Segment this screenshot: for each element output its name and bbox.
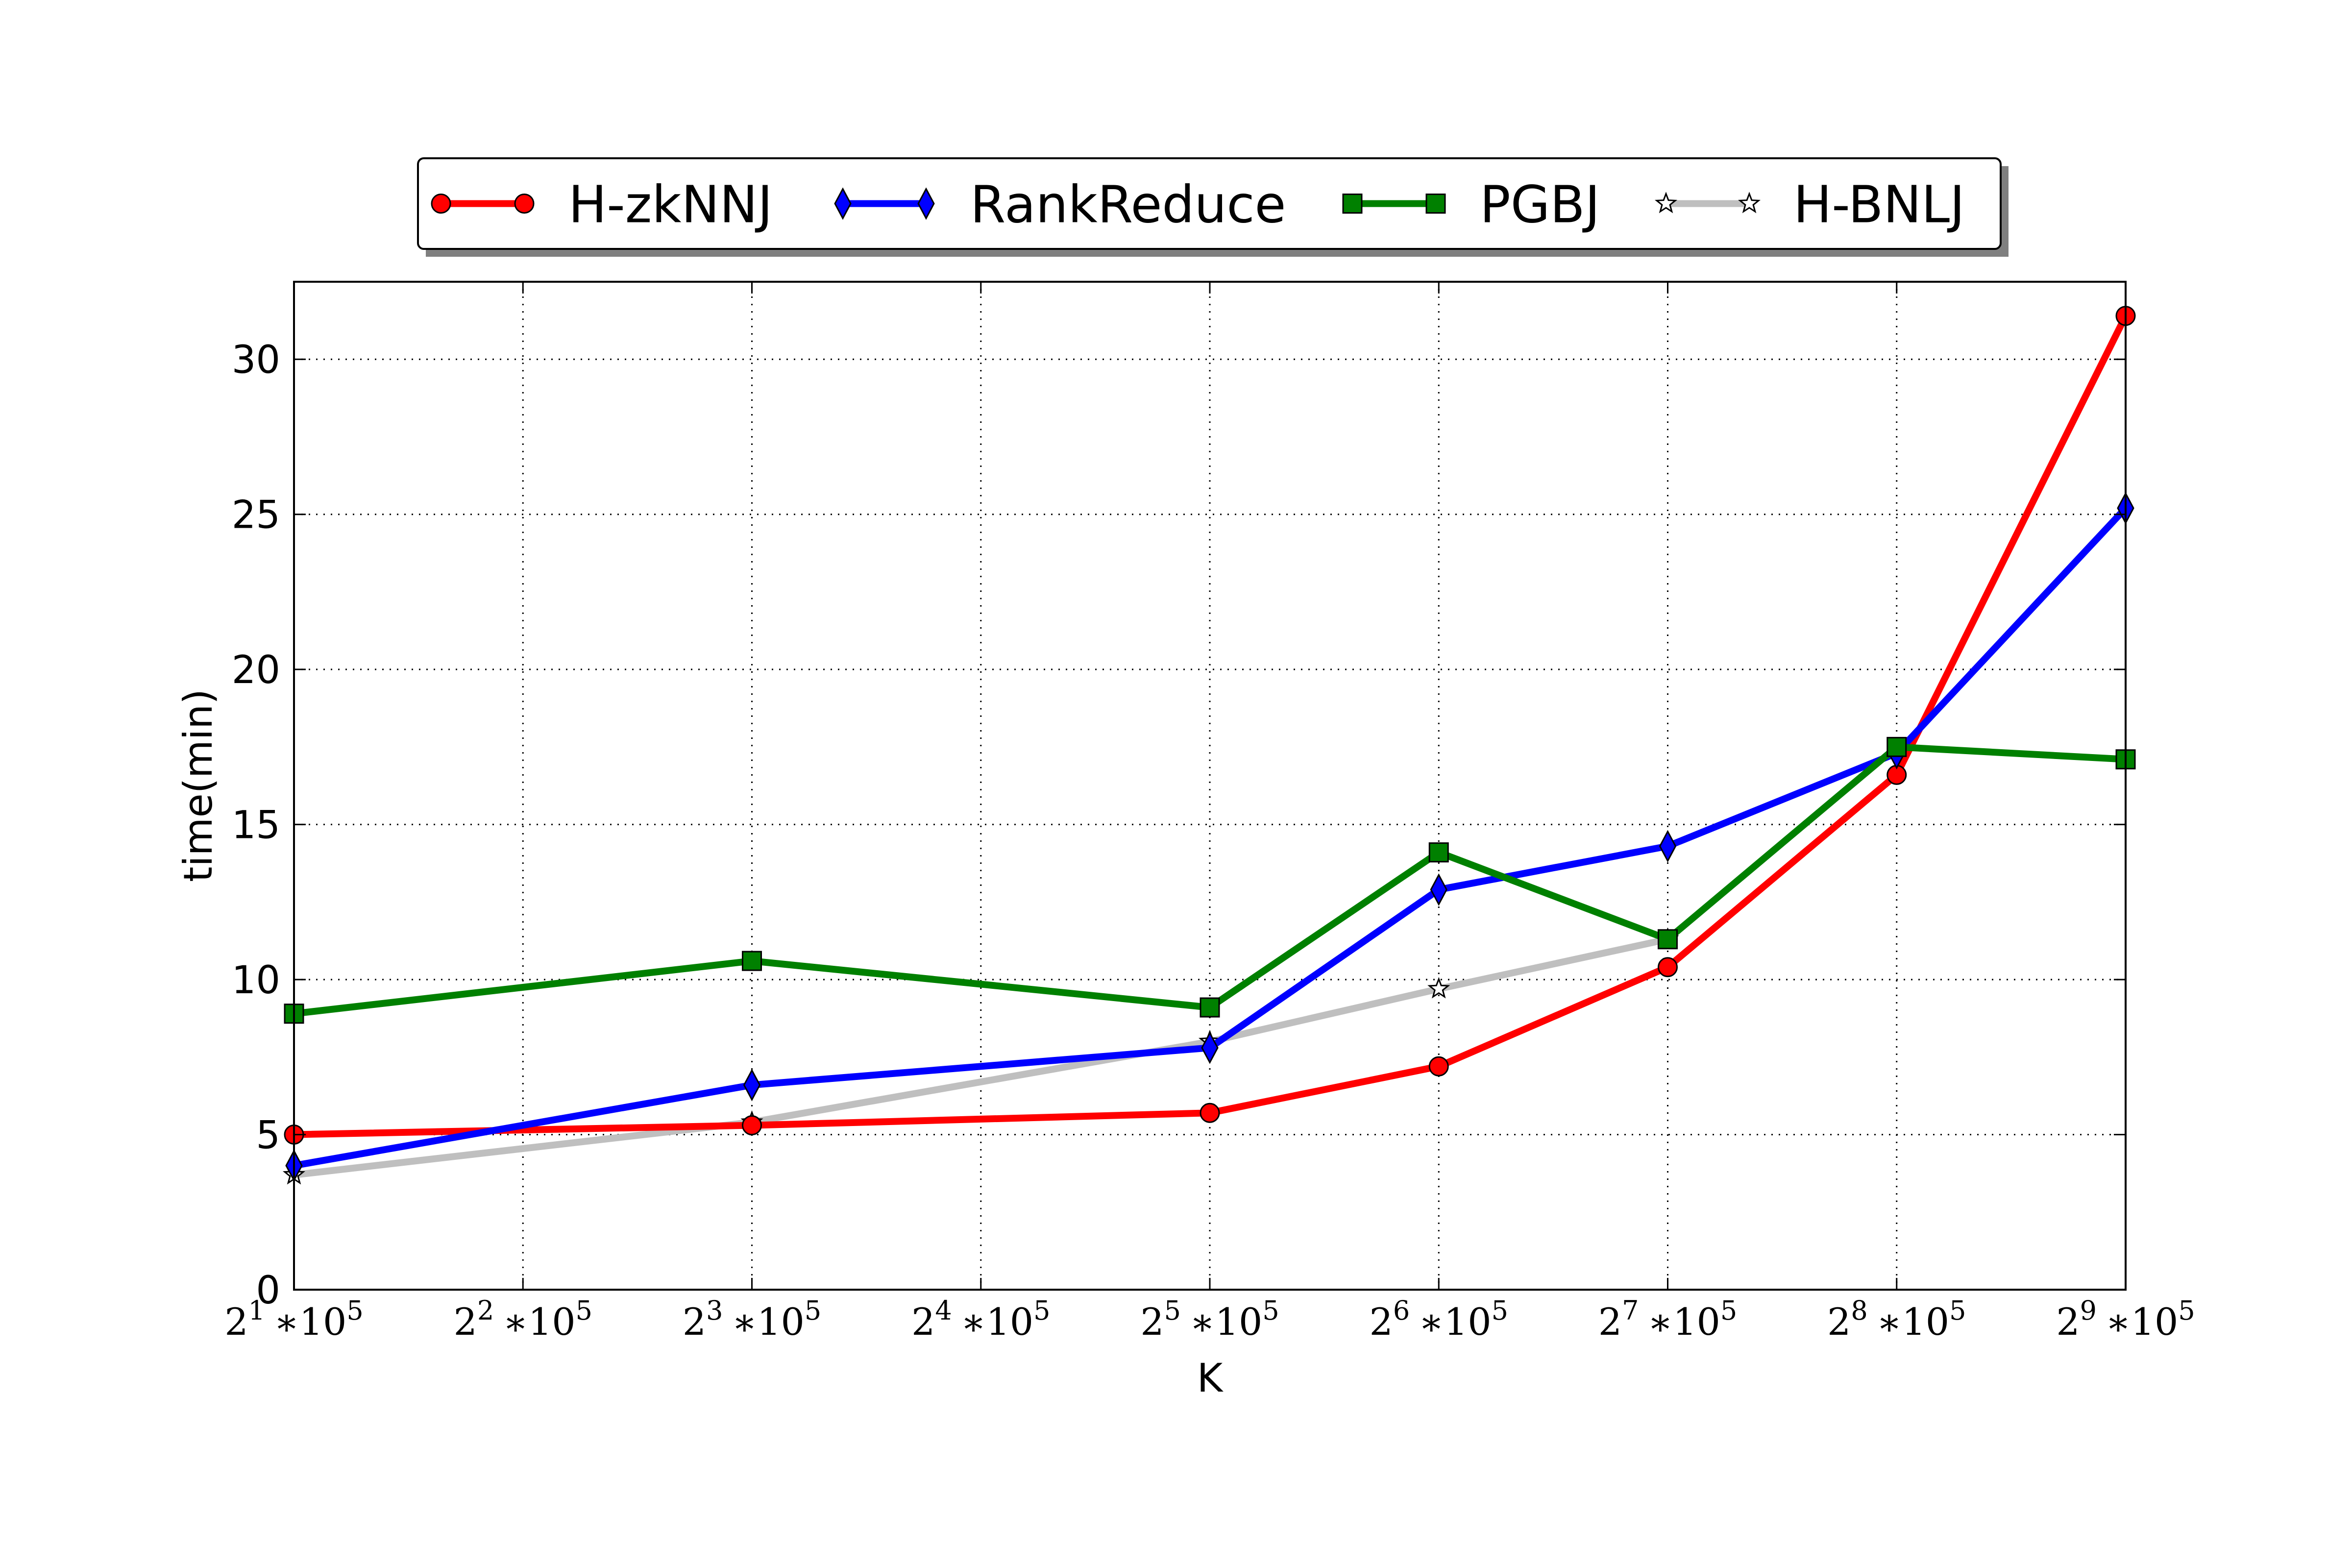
legend-item-pgbj: PGBJ [1342,175,1600,235]
legend-item-h-bnlj: H-BNLJ [1654,175,1965,235]
legend-label: RankReduce [970,175,1286,235]
legend-marker [1654,192,1678,214]
data-point [1430,873,1447,906]
x-axis-label: K [1197,1355,1224,1401]
data-point [1200,1102,1220,1123]
legend-marker [917,187,935,220]
legend-marker [1342,194,1363,214]
legend-marker [514,194,535,214]
legend-box [417,157,2002,250]
x-tick-label: 23 ∗105 [683,1295,821,1344]
x-tick-label: 29 ∗105 [2056,1295,2195,1344]
y-tick-label: 10 [232,958,280,1003]
axis-ticks: 0 5 10 15 20 25 30 21 ∗105 22 ∗105 23 ∗105 24 ∗105 25 ∗1… [224,282,2195,1344]
y-tick-label: 5 [256,1114,280,1158]
data-point [742,951,762,971]
y-tick-label: 30 [232,338,280,382]
x-tick-label: 24 ∗105 [911,1295,1050,1344]
legend-label: H-BNLJ [1793,175,1965,235]
data-point [1658,957,1678,978]
y-axis-label: time(min) [175,689,221,882]
x-tick-label: 27 ∗105 [1598,1295,1737,1344]
data-point [1200,997,1220,1018]
legend-item-h-zknnj: H-zkNNJ [431,175,773,235]
x-tick-label: 22 ∗105 [454,1295,592,1344]
data-point [742,1115,762,1136]
x-tick-label: 28 ∗105 [1827,1295,1966,1344]
y-tick-label: 20 [232,648,280,692]
legend-label: H-zkNNJ [568,175,773,235]
y-tick-label: 15 [232,804,280,848]
y-tick-label: 25 [232,493,280,538]
y-tick-label: 0 [256,1269,280,1313]
data-point [1428,842,1449,863]
series-h-zknnj [284,306,2136,1145]
data-point [1659,830,1677,863]
legend-marker [431,194,451,214]
legend-marker [1425,194,1446,214]
data-point [1428,1056,1449,1077]
x-tick-label: 26 ∗105 [1370,1295,1508,1344]
data-point [1886,736,1907,757]
data-point [743,1069,761,1102]
legend-marker [834,187,852,220]
plot-series [282,306,2136,1185]
data-point [1201,1031,1219,1064]
legend-marker [1738,192,1761,214]
x-tick-label: 25 ∗105 [1140,1295,1279,1344]
legend-item-rankreduce: RankReduce [834,175,1286,235]
data-point [1658,929,1678,950]
data-point [1427,977,1450,999]
legend-label: PGBJ [1480,175,1600,235]
x-tick-label: 21 ∗105 [224,1295,363,1344]
legend: H-zkNNJ RankReduce PGBJ H-BNLJ [417,157,2009,257]
